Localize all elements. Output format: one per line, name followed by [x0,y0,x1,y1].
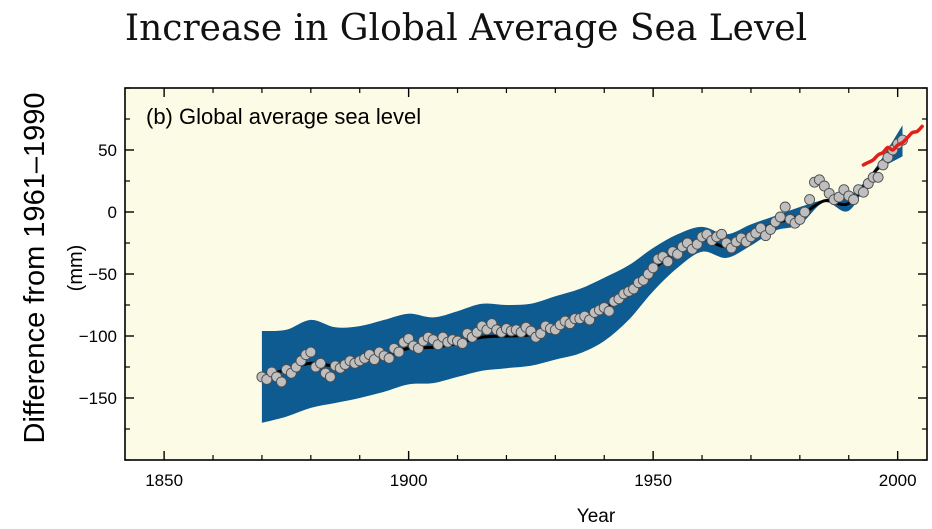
annual-data-point [305,346,317,358]
y-tick-label: 0 [108,203,117,222]
axes-layer: 1850 1900 1950 2000 −150 −100 −50 0 50 [79,87,927,490]
annual-data-point [716,228,728,240]
annual-data-point [662,256,674,268]
annual-data-point [393,346,405,358]
y-axis-title: Difference from 1961–1990 [19,93,51,444]
annual-data-point [882,151,894,163]
annual-data-point [535,328,547,339]
annual-data-point [779,201,791,213]
y-axis-unit: (mm) [65,245,87,292]
annual-data-point [603,305,615,317]
annual-data-point [368,354,380,366]
annual-data-point [456,337,468,349]
annual-data-point [324,371,336,383]
annual-data-point [672,248,684,260]
y-tick-label: 50 [98,141,117,160]
annual-data-point [877,159,889,171]
x-axis-title: Year [577,506,616,527]
annual-data-point [315,357,327,369]
plot-background [125,88,927,460]
annual-data-point [818,180,830,192]
x-tick-label: 2000 [879,471,917,490]
annual-data-point [276,376,287,388]
y-tick-label: −100 [79,327,117,346]
panel-label: (b) Global average sea level [146,104,421,129]
annual-data-point [872,171,884,183]
annual-data-point [383,352,395,364]
annual-data-point [799,206,811,218]
satellite-line-layer [861,124,924,167]
y-tick-label: −50 [88,265,117,284]
annual-data-point [765,223,776,235]
annual-data-point [774,211,786,223]
x-tick-label: 1900 [390,471,428,490]
x-tick-label: 1850 [145,471,183,490]
annual-data-point [647,262,659,274]
x-tick-label: 1950 [634,471,672,490]
page-title: Increase in Global Average Sea Level [124,8,808,49]
annual-data-point [412,342,424,354]
annual-data-point [857,186,869,198]
annual-points-layer [256,134,908,388]
annual-data-point [403,333,415,344]
annual-data-point [848,194,860,206]
annual-data-point [584,314,596,326]
annual-data-point [804,194,816,206]
y-tick-label: −150 [79,389,117,408]
satellite-altimetry-line [861,124,924,167]
